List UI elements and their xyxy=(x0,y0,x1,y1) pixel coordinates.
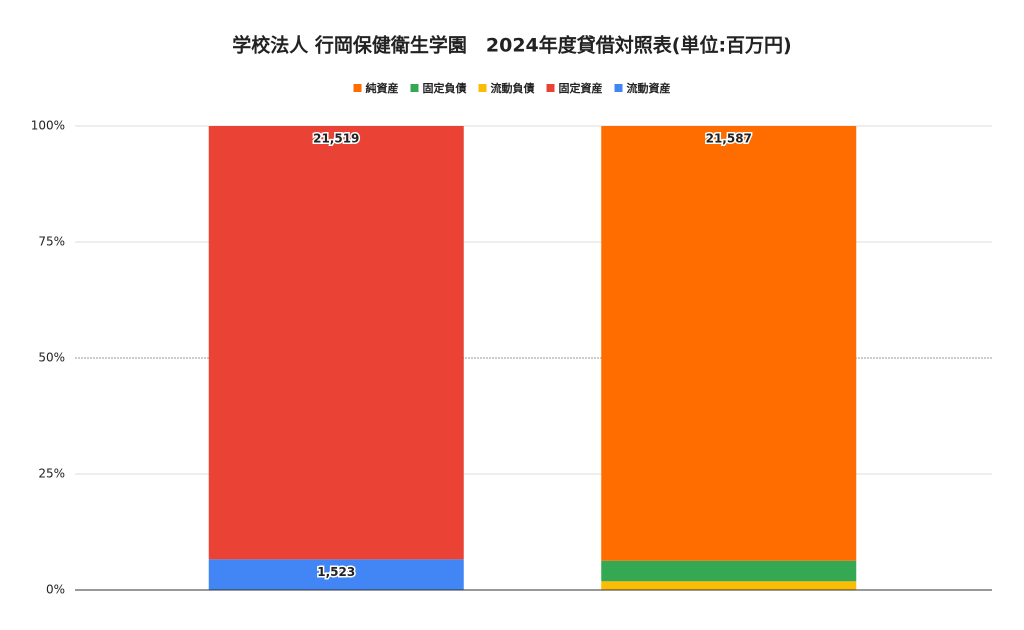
y-tick-label: 50% xyxy=(38,351,65,365)
legend-swatch xyxy=(614,84,623,92)
legend-label: 純資産 xyxy=(366,81,399,95)
data-label: 21,587 xyxy=(706,132,752,146)
data-label: 1,523 xyxy=(317,565,355,579)
chart-title: 学校法人 行岡保健衛生学園 2024年度貸借対照表(単位:百万円) xyxy=(232,34,791,57)
bar-segment xyxy=(601,126,857,561)
bar-segment xyxy=(601,581,857,590)
legend: 純資産 固定負債 流動負債 固定資産 流動資産 xyxy=(353,81,671,95)
legend-label: 流動負債 xyxy=(491,81,535,95)
y-tick-label: 75% xyxy=(38,235,65,249)
y-tick-label: 25% xyxy=(38,467,65,481)
legend-label: 固定資産 xyxy=(559,81,603,95)
legend-swatch xyxy=(410,84,419,92)
legend-label: 固定負債 xyxy=(423,81,467,95)
legend-label: 流動資産 xyxy=(627,81,671,95)
bar-segment xyxy=(601,560,857,582)
y-tick-label: 100% xyxy=(31,119,65,133)
legend-swatch xyxy=(353,84,362,92)
bar-segment xyxy=(208,559,464,590)
y-tick-label: 0% xyxy=(46,583,65,597)
bar-segment xyxy=(208,126,464,560)
legend-swatch xyxy=(478,84,487,92)
data-label: 21,519 xyxy=(313,132,359,146)
legend-swatch xyxy=(546,84,555,92)
